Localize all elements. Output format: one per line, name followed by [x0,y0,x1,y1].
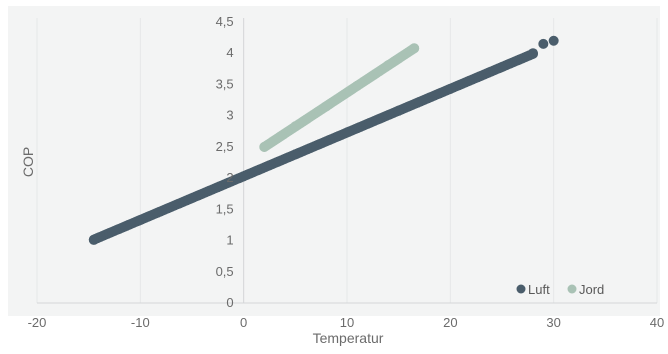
x-tick-label: -10 [131,315,150,330]
x-tick-label: 20 [443,315,457,330]
data-point [383,60,394,71]
data-point [538,38,549,49]
legend: Luft Jord [516,282,604,297]
y-tick-label: 1 [226,233,233,248]
data-point [321,101,332,112]
y-tick-label: 3 [226,108,233,123]
legend-label-luft: Luft [528,282,550,297]
data-point [445,83,456,94]
data-point [290,149,301,160]
legend-marker-luft [516,284,526,294]
data-point [187,193,197,204]
gridlines [36,18,658,303]
axes [37,18,657,304]
x-tick-label: -20 [28,315,47,330]
data-point [352,80,363,91]
data-point [548,35,559,46]
data-point [528,48,538,59]
x-tick-label: 0 [240,315,247,330]
data-point [238,171,249,182]
x-tick-label: 40 [650,315,664,330]
y-tick-label: 1,5 [216,201,234,216]
data-point [259,141,270,152]
legend-item-luft: Luft [516,282,550,297]
legend-marker-jord [567,284,577,294]
data-point [393,105,404,116]
y-axis-title: COP [20,147,36,177]
series-jord [259,43,420,153]
x-tick-label: 10 [340,315,354,330]
y-tick-label: 2,5 [216,139,234,154]
data-point [497,61,507,72]
data-point [342,127,352,138]
data-point [135,214,146,225]
data-series [88,35,559,245]
y-tick-label: 4 [226,45,233,60]
legend-item-jord: Jord [567,282,604,297]
data-point [409,43,420,54]
data-point [88,234,99,245]
y-tick-label: 0,5 [216,264,234,279]
y-tick-label: 3,5 [216,76,234,91]
y-tick-label: 0 [226,295,233,310]
x-tick-label: 30 [546,315,560,330]
x-axis-title: Temperatur [313,330,384,346]
y-tick-label: 4,5 [216,14,234,29]
series-luft [88,35,559,245]
legend-label-jord: Jord [579,282,604,297]
y-tick-label: 2 [226,170,233,185]
plot-area-background [8,6,660,316]
tick-labels: -20 -10 0 10 20 30 40 0 0,5 1 1,5 2 2,5 3 3,5 4 4,5 [28,14,665,330]
data-point [290,121,301,132]
